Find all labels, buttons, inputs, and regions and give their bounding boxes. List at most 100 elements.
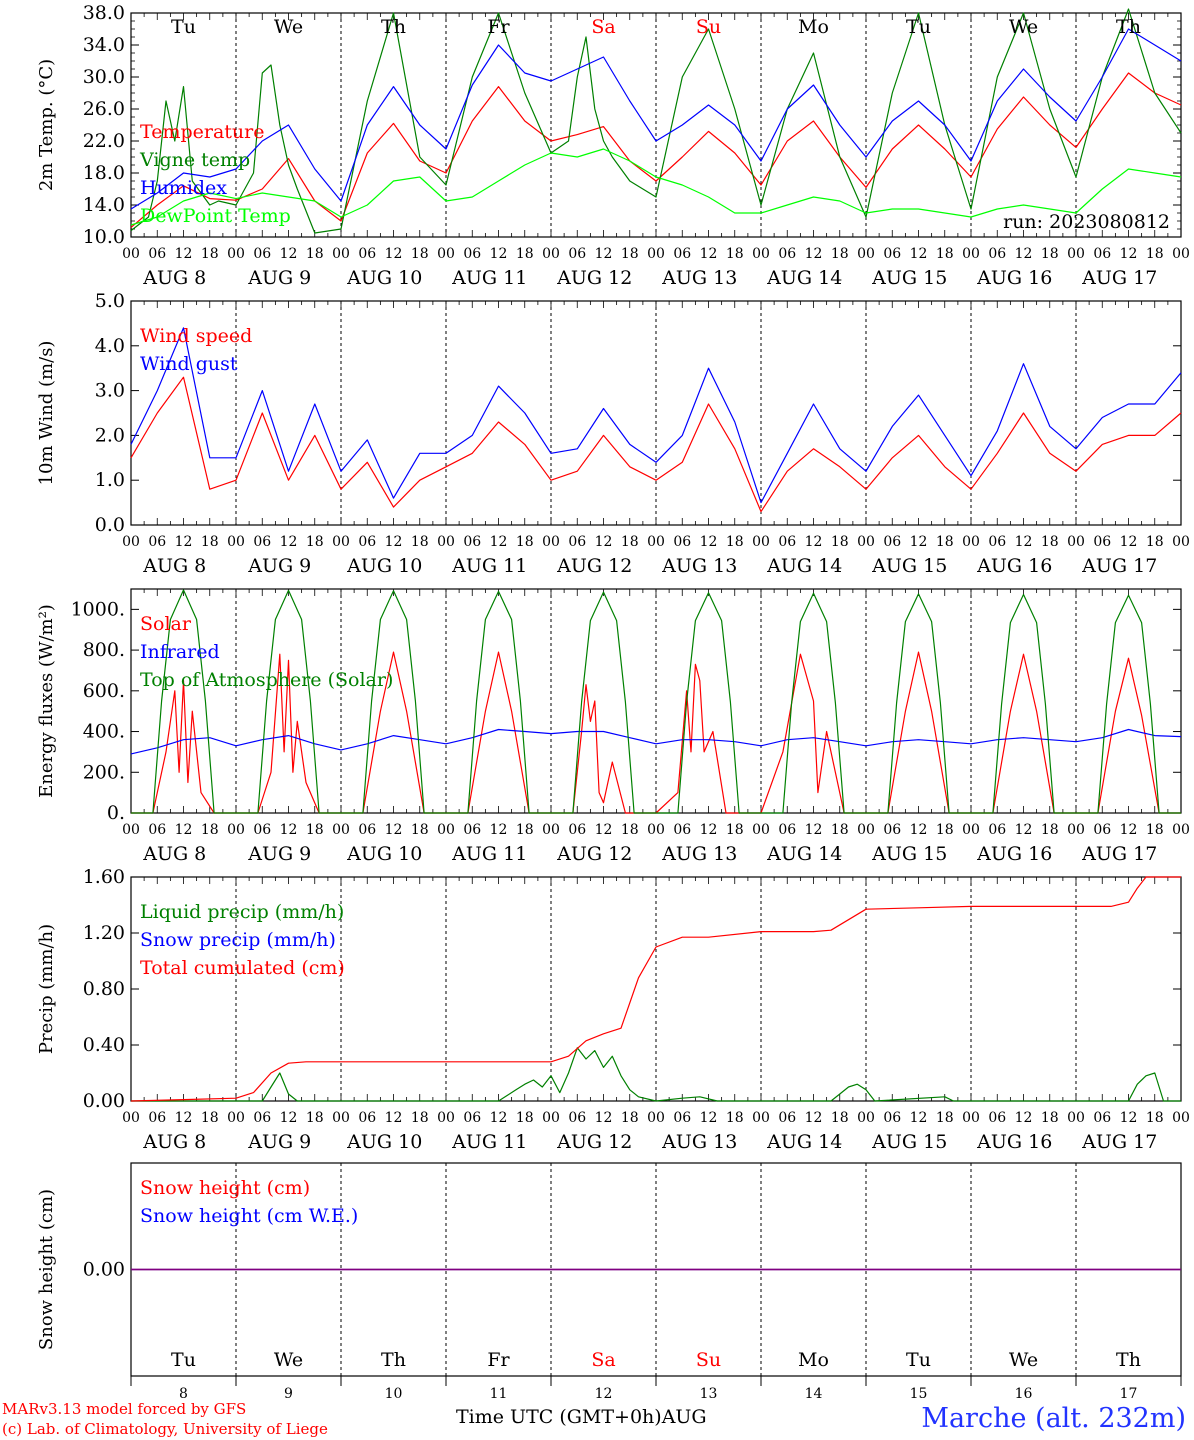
hour-tick-label: 18 [1041, 246, 1059, 262]
day-number-label: 15 [910, 1386, 928, 1402]
date-label: AUG 17 [1081, 555, 1157, 577]
y-axis-label: Snow height (cm) [36, 1189, 57, 1350]
legend-entry: Solar [140, 613, 192, 635]
hour-tick-label: 06 [358, 534, 376, 550]
day-number-label: 14 [805, 1386, 823, 1402]
hour-tick-label: 06 [568, 246, 586, 262]
hour-tick-label: 12 [805, 1110, 823, 1126]
hour-tick-label: 06 [673, 246, 691, 262]
y-tick-label: 0.40 [83, 1034, 125, 1056]
y-tick-label: 3.0 [95, 380, 125, 402]
hour-tick-label: 00 [437, 1110, 455, 1126]
date-label: AUG 14 [766, 843, 842, 865]
hour-tick-label: 06 [358, 822, 376, 838]
hour-tick-label: 06 [883, 822, 901, 838]
y-tick-label: 1.60 [83, 866, 125, 888]
date-label: AUG 9 [247, 267, 311, 289]
day-label: Mo [798, 1349, 829, 1371]
hour-tick-label: 06 [988, 534, 1006, 550]
hour-tick-label: 12 [1120, 246, 1138, 262]
hour-tick-label: 12 [175, 822, 193, 838]
hour-tick-label: 00 [437, 534, 455, 550]
hour-tick-label: 06 [1093, 534, 1111, 550]
hour-tick-label: 00 [857, 246, 875, 262]
hour-tick-label: 18 [831, 822, 849, 838]
hour-tick-label: 12 [595, 534, 613, 550]
hour-tick-label: 00 [122, 1110, 140, 1126]
hour-tick-label: 00 [122, 534, 140, 550]
series-line-dewpoint-temp [130, 148, 1182, 226]
hour-tick-label: 06 [253, 822, 271, 838]
date-label: AUG 16 [976, 555, 1052, 577]
y-tick-label: 200. [83, 761, 125, 783]
date-label: AUG 9 [247, 555, 311, 577]
hour-tick-label: 06 [673, 1110, 691, 1126]
y-tick-label: 400. [83, 721, 125, 743]
hour-tick-label: 18 [726, 246, 744, 262]
hour-tick-label: 00 [227, 1110, 245, 1126]
hour-tick-label: 00 [1067, 1110, 1085, 1126]
hour-tick-label: 06 [778, 1110, 796, 1126]
hour-tick-label: 00 [227, 246, 245, 262]
hour-tick-label: 06 [148, 1110, 166, 1126]
date-label: AUG 8 [142, 1131, 206, 1153]
hour-tick-label: 12 [910, 534, 928, 550]
day-label: Th [381, 1349, 406, 1371]
day-number-label: 10 [385, 1386, 403, 1402]
hour-tick-label: 00 [752, 1110, 770, 1126]
legend-entry: Total cumulated (cm) [140, 957, 345, 979]
hour-tick-label: 12 [910, 1110, 928, 1126]
hour-tick-label: 18 [621, 822, 639, 838]
hour-tick-label: 12 [1015, 1110, 1033, 1126]
day-number-label: 12 [595, 1386, 613, 1402]
hour-tick-label: 18 [831, 1110, 849, 1126]
hour-tick-label: 00 [1172, 534, 1190, 550]
hour-tick-label: 12 [490, 534, 508, 550]
hour-tick-label: 12 [385, 534, 403, 550]
hour-tick-label: 18 [1146, 822, 1164, 838]
hour-tick-label: 06 [463, 1110, 481, 1126]
date-label: AUG 8 [142, 843, 206, 865]
date-label: AUG 12 [556, 555, 632, 577]
date-label: AUG 10 [346, 555, 422, 577]
hour-tick-label: 12 [175, 534, 193, 550]
day-label: We [1009, 16, 1038, 38]
hour-tick-label: 12 [1015, 534, 1033, 550]
hour-tick-label: 12 [385, 822, 403, 838]
y-tick-label: 0. [107, 802, 125, 824]
hour-tick-label: 06 [1093, 1110, 1111, 1126]
hour-tick-label: 18 [516, 534, 534, 550]
hour-tick-label: 06 [463, 534, 481, 550]
hour-tick-label: 18 [201, 246, 219, 262]
date-label: AUG 11 [451, 843, 527, 865]
y-tick-label: 4.0 [95, 335, 125, 357]
hour-tick-label: 00 [1172, 246, 1190, 262]
hour-tick-label: 12 [700, 534, 718, 550]
series-line-wind-speed [130, 376, 1182, 513]
run-label: run: 2023080812 [1003, 211, 1170, 233]
y-tick-label: 1.0 [95, 469, 125, 491]
y-tick-label: 0.00 [83, 1090, 125, 1112]
date-label: AUG 10 [346, 843, 422, 865]
hour-tick-label: 12 [175, 246, 193, 262]
hour-tick-label: 12 [700, 246, 718, 262]
date-label: AUG 13 [661, 555, 737, 577]
date-label: AUG 15 [871, 1131, 947, 1153]
hour-tick-label: 00 [332, 534, 350, 550]
hour-tick-label: 12 [805, 822, 823, 838]
hour-tick-label: 06 [568, 1110, 586, 1126]
y-tick-label: 26.0 [83, 98, 125, 120]
series-line-infrared [130, 728, 1182, 755]
hour-tick-label: 12 [280, 1110, 298, 1126]
day-label: Mo [798, 16, 829, 38]
hour-tick-label: 06 [253, 246, 271, 262]
hour-tick-label: 12 [805, 534, 823, 550]
hour-tick-label: 00 [752, 246, 770, 262]
date-label: AUG 8 [142, 555, 206, 577]
hour-tick-label: 12 [1120, 1110, 1138, 1126]
hour-tick-label: 12 [700, 1110, 718, 1126]
legend-entry: Vigne temp [139, 149, 250, 171]
date-label: AUG 16 [976, 1131, 1052, 1153]
hour-tick-label: 18 [411, 822, 429, 838]
hour-tick-label: 06 [568, 534, 586, 550]
